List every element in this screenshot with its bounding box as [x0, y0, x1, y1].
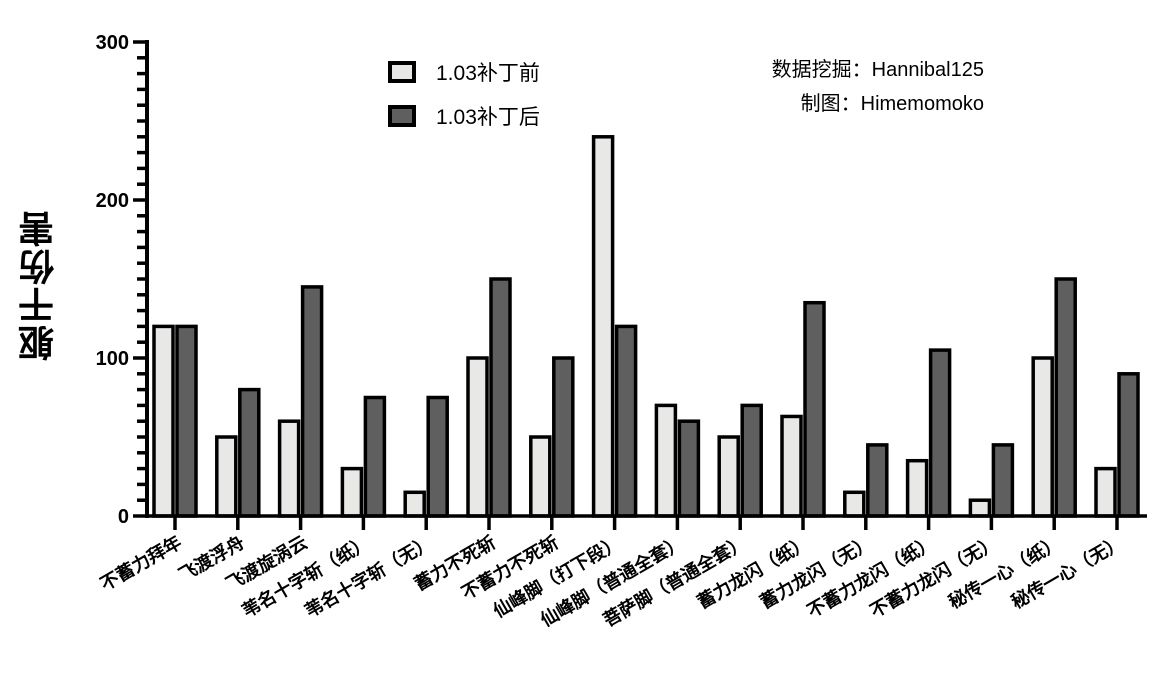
legend-label-before: 1.03补丁前 [436, 62, 540, 85]
bar-after-1 [238, 387, 261, 518]
bar-before-12 [905, 458, 929, 518]
legend-item-before: 1.03补丁前 [388, 50, 540, 94]
x-tick-labels: 不蓄力拜年飞渡浮舟飞渡旋涡云苇名十字斩（纸）苇名十字斩（无）蓄力不死斩不蓄力不死… [97, 531, 1128, 631]
bar-before-15 [1094, 466, 1117, 518]
y-tick-label: 200 [96, 190, 129, 212]
y-tick-label: 0 [118, 506, 129, 528]
bar-after-13 [991, 443, 1015, 518]
bar-before-1 [215, 435, 238, 518]
bar-before-10 [780, 414, 803, 518]
bar-after-6 [552, 356, 575, 518]
legend-swatch-after [388, 105, 416, 127]
bar-before-6 [529, 435, 552, 518]
bar-before-14 [1031, 356, 1054, 518]
bar-after-9 [740, 403, 763, 518]
bar-after-12 [928, 348, 952, 518]
bar-after-5 [489, 277, 512, 518]
bar-after-3 [363, 395, 387, 518]
y-axis-title-text: 躯干伤害 [19, 209, 60, 361]
bar-before-5 [466, 356, 489, 518]
bar-after-11 [866, 443, 889, 518]
bars-group [152, 135, 1140, 518]
x-tick-label: 不蓄力拜年 [97, 531, 186, 595]
bar-before-13 [968, 498, 992, 518]
y-axis-title: 躯干伤害 [10, 190, 70, 380]
axes-group: 0 100 200 300 [96, 32, 1147, 530]
legend: 1.03补丁前 1.03补丁后 [388, 50, 540, 138]
bar-after-14 [1054, 277, 1077, 518]
bar-after-4 [426, 395, 449, 518]
credit-data-mining: 数据挖掘：Hannibal125 [771, 59, 984, 81]
bar-after-8 [677, 419, 701, 518]
bar-before-3 [340, 466, 364, 518]
credits: 数据挖掘：Hannibal125 制图：Himemomoko [772, 53, 984, 121]
bar-before-11 [843, 490, 866, 518]
bar-after-7 [614, 324, 638, 518]
bar-after-15 [1117, 372, 1140, 518]
bar-after-0 [175, 324, 198, 518]
bar-before-8 [654, 403, 678, 518]
credit-chart-author: 制图：Himemomoko [800, 93, 984, 115]
legend-swatch-before [388, 61, 416, 83]
legend-item-after: 1.03补丁后 [388, 94, 540, 138]
legend-label-after: 1.03补丁后 [436, 106, 540, 129]
bar-before-7 [591, 135, 615, 518]
bar-after-10 [803, 300, 826, 518]
bar-before-9 [717, 435, 740, 518]
bar-before-4 [403, 490, 426, 518]
bar-after-2 [300, 285, 324, 518]
bar-before-2 [277, 419, 301, 518]
y-tick-label: 100 [96, 348, 129, 370]
y-tick-label: 300 [96, 32, 129, 54]
bar-before-0 [152, 324, 175, 518]
